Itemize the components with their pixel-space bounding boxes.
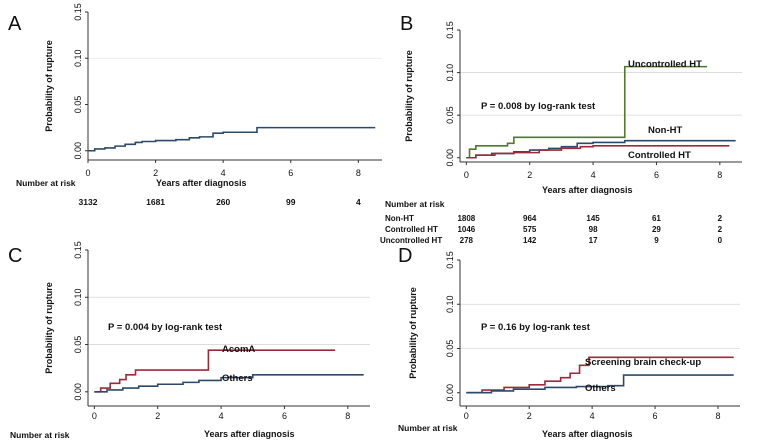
panel-b: B 0.00 0.05 0.10 0.15 0 2 4 6 8 Probability of rup… <box>380 13 742 245</box>
y-tick-label: 0.00 <box>73 142 83 160</box>
y-tick-label: 0.05 <box>73 96 83 114</box>
x-tick-label: 6 <box>654 170 659 180</box>
y-tick-label: 0.00 <box>445 384 455 402</box>
series-line-0 <box>466 356 734 394</box>
risk-row-label: Non-HT <box>385 214 414 223</box>
x-tick-label: 0 <box>85 168 90 178</box>
y-axis-title: Probability of rupture <box>408 287 418 379</box>
x-tick-label: 4 <box>221 168 226 178</box>
panel-letter: C <box>8 245 22 267</box>
x-tick-label: 0 <box>464 170 469 180</box>
risk-value: 142 <box>523 236 537 245</box>
series-label: AcomA <box>222 344 255 355</box>
risk-table-title: Number at risk <box>10 430 70 440</box>
y-axis-title: Probability of rupture <box>44 282 54 374</box>
y-tick-label: 0.15 <box>445 21 455 39</box>
x-tick-label: 8 <box>715 411 720 421</box>
x-tick-label: 2 <box>153 168 158 178</box>
series-label: Uncontrolled HT <box>628 59 702 70</box>
x-tick-label: 2 <box>527 170 532 180</box>
risk-value: 17 <box>589 236 598 245</box>
series-label: Others <box>222 373 253 384</box>
pvalue-annotation: P = 0.008 by log-rank test <box>481 101 596 112</box>
risk-row-label: Controlled HT <box>385 225 438 234</box>
y-tick-label: 0.00 <box>445 149 455 167</box>
risk-row-label: Uncontrolled HT <box>380 236 442 245</box>
y-tick-label: 0.10 <box>445 295 455 313</box>
x-axis-title: Years after diagnosis <box>542 185 633 195</box>
y-tick-label: 0.10 <box>445 64 455 82</box>
risk-table-title: Number at risk <box>16 178 76 188</box>
risk-value: 260 <box>216 197 230 207</box>
risk-value: 3132 <box>79 197 98 207</box>
x-tick-label: 8 <box>345 411 350 421</box>
risk-value: 1808 <box>457 214 475 223</box>
x-tick-label: 4 <box>591 170 596 180</box>
pvalue-annotation: P = 0.004 by log-rank test <box>108 322 223 333</box>
x-tick-label: 2 <box>527 411 532 421</box>
series-label: Screening brain check-up <box>585 357 701 368</box>
risk-table-title: Number at risk <box>398 423 458 433</box>
panel-letter: A <box>8 13 22 35</box>
x-tick-label: 8 <box>356 168 361 178</box>
x-tick-label: 4 <box>590 411 595 421</box>
risk-value: 4 <box>356 197 361 207</box>
x-tick-label: 0 <box>92 411 97 421</box>
series-line-1 <box>466 374 734 394</box>
y-axis-title: Probability of rupture <box>404 50 414 142</box>
risk-value: 98 <box>589 225 598 234</box>
x-tick-label: 4 <box>219 411 224 421</box>
y-tick-label: 0.05 <box>445 106 455 124</box>
x-axis-title: Years after diagnosis <box>542 429 633 439</box>
series-line-2 <box>466 145 730 159</box>
panel-d: D 0.00 0.05 0.10 0.15 0 2 4 6 8 Probability of rup… <box>398 245 740 439</box>
series-line-0 <box>466 65 708 159</box>
risk-table-title: Number at risk <box>385 199 445 209</box>
risk-value: 29 <box>652 225 661 234</box>
x-tick-label: 2 <box>155 411 160 421</box>
risk-value: 964 <box>523 214 537 223</box>
x-axis-title: Years after diagnosis <box>204 429 295 439</box>
x-tick-label: 6 <box>288 168 293 178</box>
series-line-0 <box>94 349 336 393</box>
y-tick-label: 0.15 <box>73 241 83 259</box>
x-axis-title: Years after diagnosis <box>156 178 247 188</box>
pvalue-annotation: P = 0.16 by log-rank test <box>481 322 591 333</box>
y-tick-label: 0.15 <box>445 251 455 269</box>
x-tick-label: 6 <box>653 411 658 421</box>
panel-c: C 0.00 0.05 0.10 0.15 0 2 4 6 8 Probability of rup… <box>8 241 370 440</box>
risk-value: 99 <box>286 197 296 207</box>
series-line-0 <box>88 126 376 152</box>
risk-value: 9 <box>654 236 659 245</box>
series-label: Controlled HT <box>628 150 691 161</box>
y-tick-label: 0.10 <box>73 289 83 307</box>
series-label: Others <box>585 383 616 394</box>
risk-value: 2 <box>718 214 723 223</box>
panel-letter: D <box>398 245 412 267</box>
y-tick-label: 0.15 <box>73 3 83 21</box>
y-tick-label: 0.00 <box>73 383 83 401</box>
risk-value: 1046 <box>457 225 475 234</box>
y-tick-label: 0.05 <box>445 340 455 358</box>
risk-value: 2 <box>718 225 723 234</box>
risk-value: 1681 <box>146 197 165 207</box>
panel-a: A 0.00 0.05 0.10 0.15 0 2 4 6 8 Probability of rup… <box>8 3 382 207</box>
series-label: Non-HT <box>648 125 682 136</box>
risk-value: 0 <box>718 236 723 245</box>
risk-value: 145 <box>586 214 600 223</box>
risk-value: 61 <box>652 214 661 223</box>
x-tick-label: 6 <box>282 411 287 421</box>
risk-value: 575 <box>523 225 537 234</box>
y-axis-title: Probability of rupture <box>44 40 54 132</box>
risk-value: 278 <box>460 236 474 245</box>
y-tick-label: 0.05 <box>73 336 83 354</box>
panel-letter: B <box>400 13 413 35</box>
y-tick-label: 0.10 <box>73 49 83 67</box>
x-tick-label: 0 <box>464 411 469 421</box>
series-line-1 <box>94 374 364 393</box>
x-tick-label: 8 <box>717 170 722 180</box>
